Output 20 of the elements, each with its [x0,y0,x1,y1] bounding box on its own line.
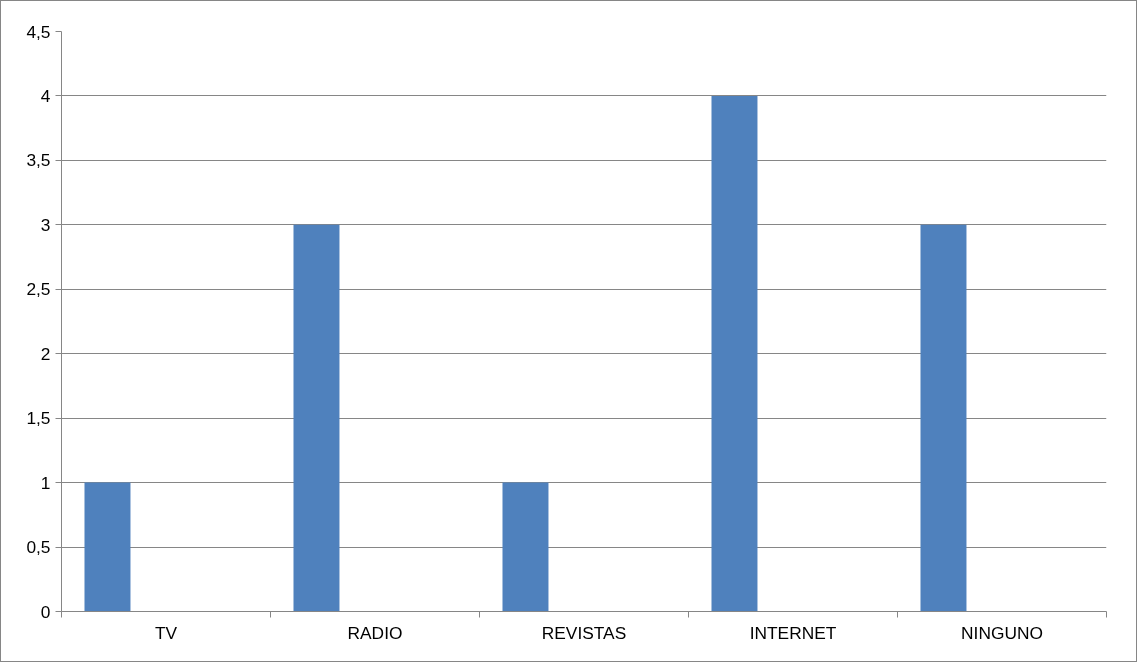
y-tick-label: 2,5 [26,279,51,300]
bar [502,482,549,612]
y-tick-label: 4 [40,85,51,106]
y-tick-label: 1 [40,472,51,493]
y-tick-label: 3 [40,214,51,235]
x-tick-label: NINGUNO [961,622,1043,643]
y-tick-label: 0,5 [26,537,51,558]
y-tick-label: 4,5 [26,21,51,42]
y-tick-label: 3,5 [26,150,51,171]
bar [84,482,131,612]
bar [711,95,758,612]
x-tick-label: TV [154,622,178,643]
x-tick-label: RADIO [347,622,403,643]
y-tick-label: 2 [40,343,51,364]
bar [920,224,967,612]
x-tick-label: REVISTAS [541,622,627,643]
bar [293,224,340,612]
y-tick-label: 0 [40,601,51,622]
y-tick-label: 1,5 [26,408,51,429]
x-tick-label: INTERNET [749,622,837,643]
